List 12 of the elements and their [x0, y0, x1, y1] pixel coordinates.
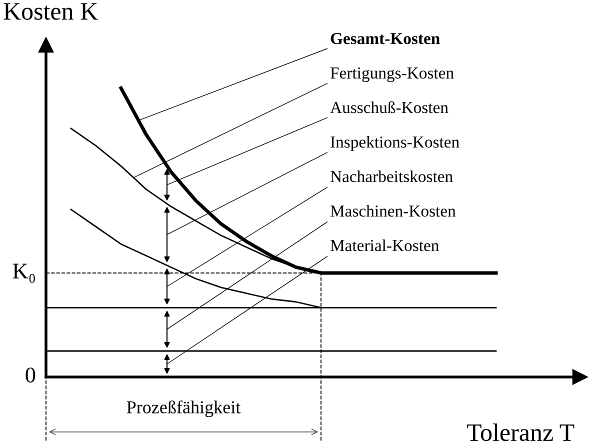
y-axis-title: Kosten K [4, 3, 98, 20]
ref-line-label: K₀ [12, 264, 35, 283]
x-axis-title: Toleranz T [466, 423, 574, 442]
annotation: 0 [26, 368, 36, 383]
annotation: Nacharbeitskosten [330, 170, 453, 182]
annotation: Ausschuß-Kosten [330, 101, 448, 114]
annotation: Inspektions-Kosten [330, 136, 460, 152]
text: Gesamt-Kosten [330, 32, 440, 44]
annotation: Material-Kosten [330, 239, 439, 252]
annotation: Maschinen-Kosten [330, 204, 456, 217]
text: Fertigungs-Kosten [330, 67, 454, 82]
text: Prozeßfähigkeit [126, 400, 241, 418]
